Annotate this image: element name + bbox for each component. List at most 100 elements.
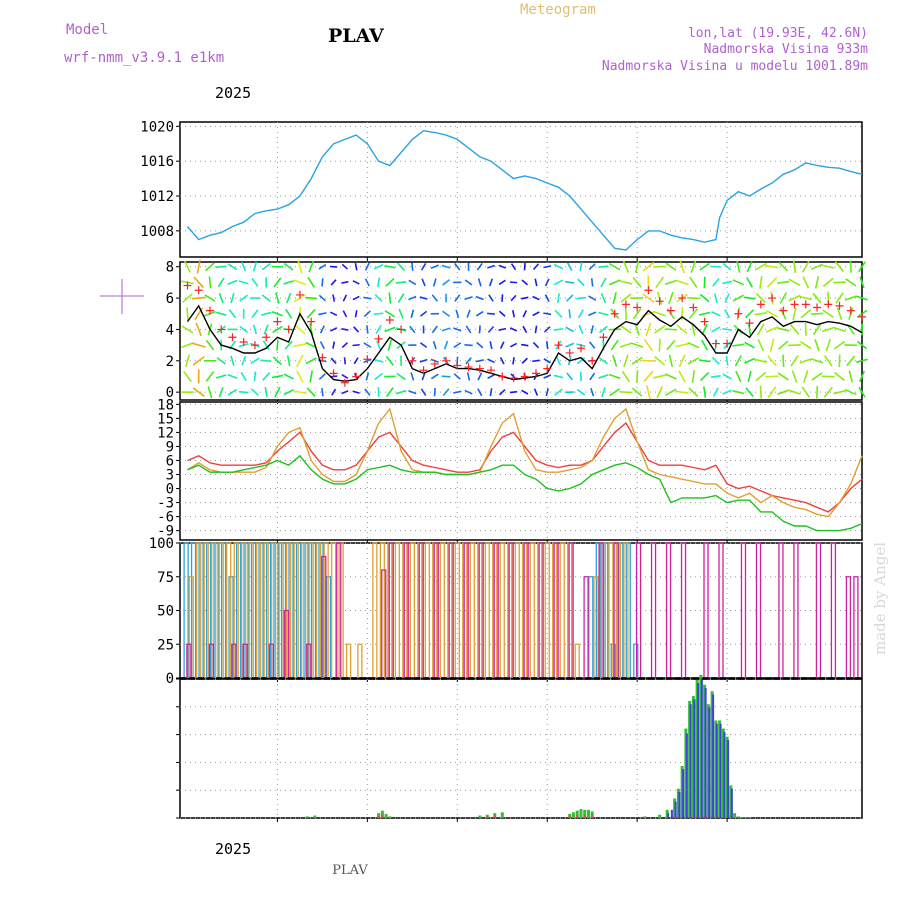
wind-arrow — [454, 294, 461, 302]
wind-arrow — [432, 278, 437, 287]
gust-point — [588, 356, 597, 365]
precip-bar — [715, 723, 718, 818]
gust-point — [734, 309, 743, 318]
y-tick-label: 0 — [166, 671, 174, 687]
wind-arrow — [430, 264, 439, 269]
wind-arrow — [532, 341, 540, 349]
wind-arrow — [712, 387, 719, 397]
wind-arrow — [261, 262, 271, 271]
gust-point — [543, 364, 552, 373]
wind-arrow — [488, 278, 494, 287]
wind-arrow — [253, 371, 257, 382]
wind-arrow — [759, 275, 763, 289]
wind-arrow — [687, 341, 700, 349]
wind-arrow — [698, 311, 711, 316]
cloud-bar — [345, 643, 352, 678]
wind-arrow — [239, 325, 249, 334]
wind-arrow — [523, 262, 526, 271]
cloud-bar — [278, 542, 284, 678]
wind-arrow — [700, 371, 710, 382]
cloud-bar — [635, 542, 642, 678]
wind-arrow — [543, 265, 552, 269]
gust-point — [711, 339, 720, 348]
wind-arrow — [204, 294, 216, 302]
wind-arrow — [711, 356, 720, 365]
cloud-bar — [514, 542, 520, 678]
wind-arrow — [477, 388, 483, 397]
precip-bar — [384, 813, 388, 818]
wind-arrow — [858, 386, 866, 398]
wind-arrow — [363, 296, 372, 300]
wind-arrow — [653, 374, 667, 379]
wind-arrow — [510, 294, 517, 302]
cloud-bar — [538, 542, 544, 678]
wind-arrow — [743, 296, 756, 300]
wind-arrow — [791, 370, 798, 383]
y-tick-label: 75 — [157, 570, 174, 586]
precip-bar — [377, 816, 380, 818]
wind-arrow — [577, 278, 585, 287]
cloud-bar — [439, 542, 445, 678]
cloud-bar — [583, 576, 589, 678]
wind-arrow — [812, 292, 822, 304]
wind-arrow — [654, 356, 666, 366]
wind-arrow — [778, 340, 789, 350]
gust-point — [644, 286, 653, 295]
panel-frame — [179, 121, 863, 258]
cloud-bar — [186, 643, 192, 678]
watermark: made by Angel — [871, 542, 889, 655]
wind-arrow — [373, 312, 384, 316]
wind-arrow — [792, 260, 797, 274]
wind-arrow — [534, 278, 538, 287]
wind-arrow — [252, 324, 258, 335]
wind-arrow — [576, 357, 586, 365]
y-tick-label: 0 — [166, 482, 174, 498]
wind-arrow — [408, 295, 417, 301]
wind-arrow — [464, 279, 473, 286]
wind-arrow — [779, 292, 787, 304]
wind-arrow — [554, 388, 563, 396]
wind-arrow — [590, 325, 594, 334]
wind-arrow — [844, 295, 857, 301]
wind-arrow — [664, 373, 677, 380]
wind-arrow — [475, 359, 484, 363]
wind-arrow — [321, 387, 324, 397]
wind-arrow — [521, 389, 529, 395]
wind-arrow — [420, 310, 428, 317]
wind-arrow — [701, 323, 708, 335]
wind-arrow — [792, 307, 797, 321]
wind-arrow — [612, 292, 617, 305]
wind-arrow — [757, 323, 765, 336]
wind-arrow — [679, 260, 685, 274]
cloud-bar — [323, 542, 329, 678]
wind-arrow — [205, 371, 215, 382]
wind-arrow — [744, 341, 755, 349]
cloud-bar — [608, 542, 614, 678]
wind-arrow — [476, 341, 484, 349]
wind-arrow — [565, 326, 575, 333]
wind-arrow — [576, 296, 586, 300]
wind-arrow — [293, 390, 307, 395]
y-tick-label: 1012 — [140, 189, 174, 205]
wind-arrow — [833, 340, 846, 350]
wind-arrow — [722, 327, 733, 331]
wind-arrow — [804, 323, 807, 336]
wind-arrow — [374, 372, 383, 381]
y-tick-label: 12 — [157, 425, 174, 441]
gust-point — [723, 339, 732, 348]
precip-bar — [678, 791, 681, 818]
cloud-bar — [242, 643, 248, 678]
wind-arrow — [676, 324, 688, 335]
wind-arrow — [675, 279, 689, 286]
precip-bar — [313, 815, 317, 818]
cloud-bar — [598, 542, 604, 678]
precip-bar — [736, 816, 740, 818]
wind-arrow — [788, 343, 801, 347]
wind-arrow — [803, 370, 809, 383]
gust-point — [340, 378, 349, 387]
cloud-bar — [588, 576, 594, 678]
wind-arrow — [465, 325, 472, 334]
gust-point — [666, 306, 675, 315]
wind-arrow — [241, 355, 247, 366]
wind-arrow — [802, 260, 810, 273]
